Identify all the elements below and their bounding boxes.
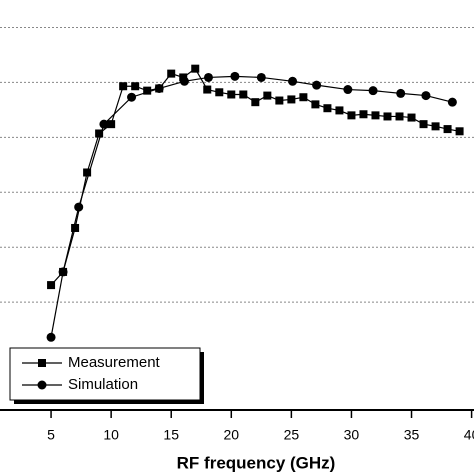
marker (127, 92, 137, 102)
marker (46, 332, 56, 342)
marker (359, 110, 368, 119)
marker (230, 71, 240, 81)
marker (455, 127, 464, 136)
marker (419, 120, 428, 129)
marker (99, 119, 109, 129)
x-tick-label: 35 (404, 427, 420, 443)
x-tick-label: 30 (344, 427, 360, 443)
marker (119, 82, 128, 91)
marker (299, 93, 308, 102)
marker (368, 86, 378, 96)
marker (143, 86, 152, 95)
legend-marker (37, 380, 47, 390)
marker (239, 90, 248, 99)
marker (154, 83, 164, 93)
marker (371, 111, 380, 120)
legend-label: Measurement (68, 354, 161, 371)
marker (179, 76, 189, 86)
legend (9, 347, 201, 401)
series-line (50, 75, 453, 338)
marker (203, 72, 213, 82)
marker (275, 96, 284, 105)
marker (263, 91, 272, 100)
marker (215, 88, 224, 97)
marker (203, 85, 212, 94)
marker (421, 91, 431, 101)
marker (227, 90, 236, 99)
marker (256, 72, 266, 82)
marker (312, 80, 322, 90)
marker (311, 100, 320, 109)
x-tick-label: 40 (464, 427, 474, 443)
marker (288, 76, 298, 86)
marker (443, 125, 452, 134)
marker (95, 129, 104, 138)
marker (335, 106, 344, 115)
marker (343, 85, 353, 95)
legend-label: Simulation (68, 376, 138, 393)
marker (107, 120, 116, 129)
marker (383, 112, 392, 121)
marker (407, 113, 416, 122)
marker (287, 95, 296, 104)
marker (167, 69, 176, 78)
x-tick-label: 10 (103, 427, 119, 443)
x-axis-label: RF frequency (GHz) (177, 453, 336, 472)
marker (83, 168, 92, 177)
legend-marker (38, 359, 46, 367)
x-tick-label: 20 (224, 427, 240, 443)
x-tick-label: 25 (284, 427, 300, 443)
marker (71, 223, 80, 232)
marker (347, 111, 356, 120)
marker (131, 82, 140, 91)
marker (323, 104, 332, 113)
marker (447, 97, 457, 107)
marker (191, 64, 200, 73)
marker (74, 202, 84, 212)
marker (395, 112, 404, 121)
marker (47, 281, 56, 290)
marker (396, 88, 406, 98)
x-tick-label: 5 (47, 427, 55, 443)
marker (251, 98, 260, 107)
marker (58, 267, 68, 277)
marker (431, 122, 440, 131)
x-tick-label: 15 (163, 427, 179, 443)
